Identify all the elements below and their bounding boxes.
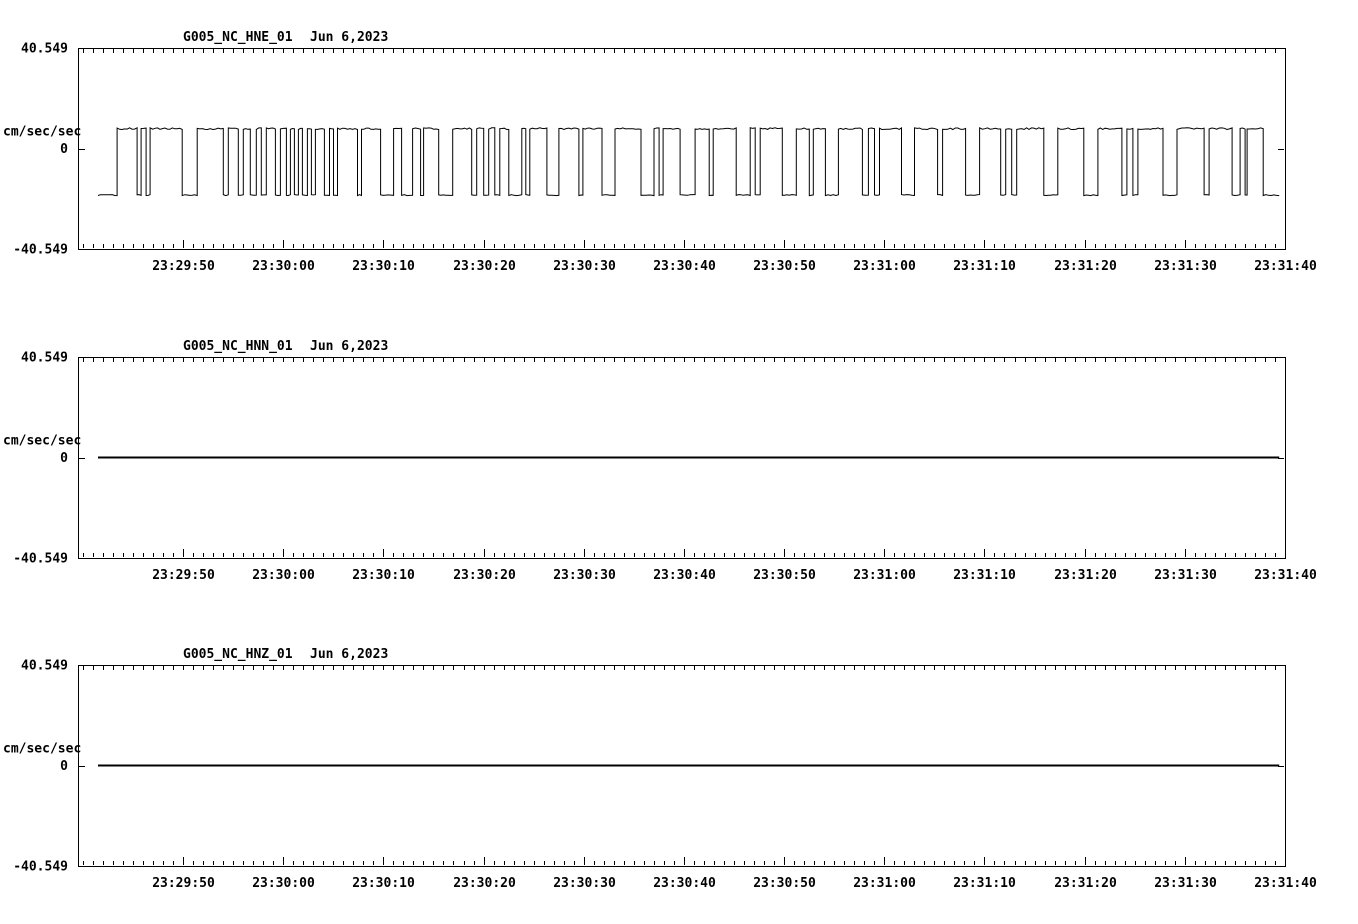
y-ticks — [79, 665, 1284, 867]
y-ticks — [79, 357, 1284, 559]
x-tick-label: 23:31:30 — [1154, 568, 1217, 583]
plot-border — [78, 357, 1286, 559]
x-tick-label: 23:30:50 — [753, 568, 816, 583]
x-tick-label: 23:30:20 — [453, 876, 516, 891]
panel-title: G005_NC_HNE_01 — [183, 30, 293, 45]
x-tick-label: 23:31:20 — [1054, 259, 1117, 274]
x-tick-label: 23:30:20 — [453, 568, 516, 583]
y-tick-label: 40.549 — [21, 659, 68, 674]
x-tick-label: 23:30:10 — [352, 259, 415, 274]
x-tick-label: 23:30:20 — [453, 259, 516, 274]
x-tick-label: 23:31:00 — [853, 259, 916, 274]
x-tick-label: 23:30:10 — [352, 568, 415, 583]
x-tick-label: 23:29:50 — [152, 568, 215, 583]
x-tick-label: 23:30:30 — [553, 568, 616, 583]
x-tick-label: 23:31:10 — [953, 568, 1016, 583]
y-ticks — [79, 48, 1284, 250]
x-tick-label: 23:31:40 — [1254, 259, 1317, 274]
panel-date: Jun 6,2023 — [310, 647, 388, 662]
panel-title: G005_NC_HNZ_01 — [183, 647, 293, 662]
x-tick-label: 23:30:10 — [352, 876, 415, 891]
x-tick-label: 23:30:30 — [553, 259, 616, 274]
x-tick-label: 23:30:40 — [653, 259, 716, 274]
x-tick-label: 23:30:00 — [252, 568, 315, 583]
x-tick-label: 23:30:00 — [252, 876, 315, 891]
panel-title: G005_NC_HNN_01 — [183, 339, 293, 354]
y-tick-label: -40.549 — [13, 243, 68, 258]
x-tick-label: 23:29:50 — [152, 259, 215, 274]
x-tick-label: 23:30:50 — [753, 876, 816, 891]
seismogram-panel-G005_NC_HNN_01: 23:29:50 23:30:00 23:30:10 23:30:20 23:30:30… — [3, 339, 1317, 583]
y-tick-label: 0 — [60, 142, 68, 157]
x-tick-label: 23:31:40 — [1254, 876, 1317, 891]
y-tick-label: -40.549 — [13, 552, 68, 567]
y-axis-unit-label: cm/sec/sec — [3, 125, 81, 140]
x-tick-label: 23:31:20 — [1054, 568, 1117, 583]
trace-G005_NC_HNE_01 — [97, 126, 1280, 197]
seismogram-panel-G005_NC_HNZ_01: 23:29:50 23:30:00 23:30:10 23:30:20 23:30:30… — [3, 647, 1317, 891]
x-tick-label: 23:31:00 — [853, 876, 916, 891]
minor-ticks — [83, 49, 1286, 248]
panel-date: Jun 6,2023 — [310, 30, 388, 45]
y-tick-label: 40.549 — [21, 351, 68, 366]
plot-border — [78, 665, 1286, 867]
x-tick-label: 23:31:10 — [953, 259, 1016, 274]
panel-date: Jun 6,2023 — [310, 339, 388, 354]
y-tick-label: 0 — [60, 759, 68, 774]
x-tick-label: 23:31:30 — [1154, 259, 1217, 274]
x-tick-label: 23:31:20 — [1054, 876, 1117, 891]
major-ticks — [183, 240, 1286, 248]
x-tick-label: 23:29:50 — [152, 876, 215, 891]
x-tick-label: 23:30:40 — [653, 876, 716, 891]
major-ticks — [183, 857, 1286, 865]
y-tick-label: 0 — [60, 451, 68, 466]
y-tick-label: 40.549 — [21, 42, 68, 57]
x-tick-label: 23:31:30 — [1154, 876, 1217, 891]
x-tick-label: 23:30:30 — [553, 876, 616, 891]
x-tick-label: 23:30:50 — [753, 259, 816, 274]
x-tick-label: 23:31:00 — [853, 568, 916, 583]
y-axis-unit-label: cm/sec/sec — [3, 434, 81, 449]
major-ticks — [183, 549, 1286, 557]
x-tick-label: 23:30:00 — [252, 259, 315, 274]
x-tick-label: 23:30:40 — [653, 568, 716, 583]
x-tick-label: 23:31:10 — [953, 876, 1016, 891]
y-tick-label: -40.549 — [13, 860, 68, 875]
x-tick-label: 23:31:40 — [1254, 568, 1317, 583]
plot-border — [78, 48, 1286, 250]
y-axis-unit-label: cm/sec/sec — [3, 742, 81, 757]
seismogram-panel-G005_NC_HNE_01: 23:29:50 23:30:00 23:30:10 23:30:20 23:30:30… — [3, 30, 1317, 274]
